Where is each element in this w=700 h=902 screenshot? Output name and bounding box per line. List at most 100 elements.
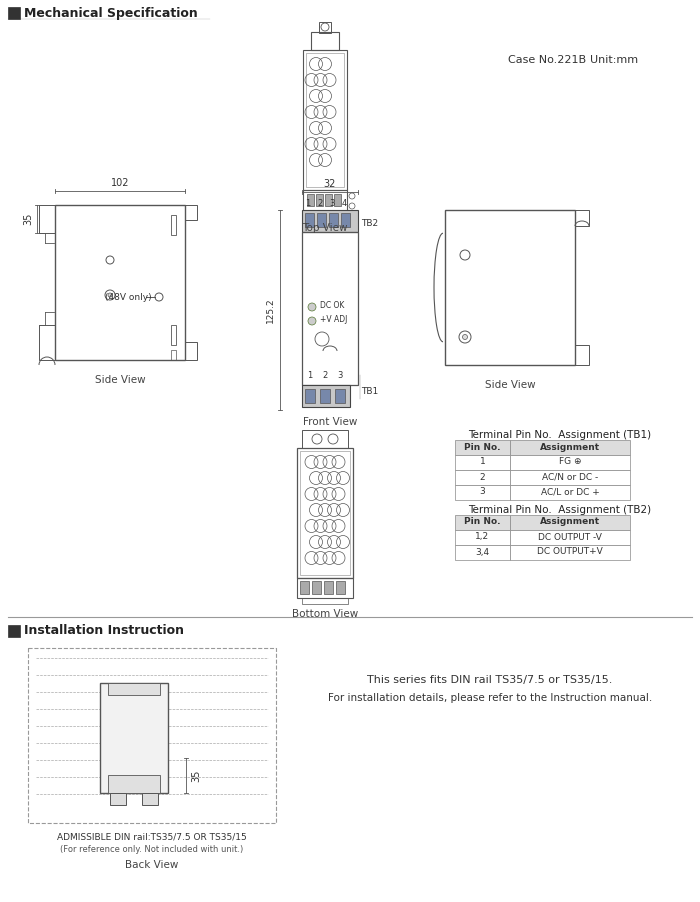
Bar: [455, 545, 510, 560]
Text: FG ⊕: FG ⊕: [559, 457, 581, 466]
Bar: [510, 530, 630, 545]
Bar: [319, 22, 331, 33]
Bar: [445, 210, 575, 365]
Bar: [510, 440, 630, 455]
Bar: [307, 194, 314, 206]
Bar: [336, 581, 345, 594]
Text: Terminal Pin No.  Assignment (TB2): Terminal Pin No. Assignment (TB2): [468, 505, 652, 515]
Text: Front View: Front View: [303, 417, 357, 427]
Bar: [55, 205, 185, 360]
Bar: [8, 625, 20, 637]
Bar: [335, 389, 345, 403]
Text: 3,4: 3,4: [475, 548, 489, 557]
Text: AC/L or DC +: AC/L or DC +: [540, 487, 599, 496]
Bar: [455, 470, 510, 485]
Bar: [28, 648, 276, 823]
Bar: [575, 210, 589, 226]
Text: For installation details, please refer to the Instruction manual.: For installation details, please refer t…: [328, 693, 652, 703]
Bar: [325, 194, 332, 206]
Text: +V ADJ: +V ADJ: [320, 316, 347, 325]
Text: 3: 3: [480, 487, 485, 496]
Bar: [334, 194, 341, 206]
Text: 2: 2: [480, 473, 485, 482]
Circle shape: [463, 335, 468, 339]
Bar: [302, 232, 358, 385]
Bar: [300, 451, 350, 575]
Text: 2: 2: [323, 372, 328, 381]
Bar: [510, 545, 630, 560]
Bar: [324, 581, 333, 594]
Text: Pin No.: Pin No.: [464, 443, 500, 452]
Text: Side View: Side View: [94, 375, 146, 385]
Bar: [302, 430, 348, 448]
Circle shape: [308, 317, 316, 325]
Bar: [317, 213, 326, 227]
Circle shape: [308, 303, 316, 311]
Text: 3: 3: [329, 198, 335, 207]
Bar: [110, 793, 126, 805]
Text: 1: 1: [307, 372, 313, 381]
Bar: [575, 345, 589, 365]
Bar: [312, 581, 321, 594]
Text: DC OUTPUT+V: DC OUTPUT+V: [537, 548, 603, 557]
Bar: [455, 485, 510, 500]
Bar: [311, 32, 339, 50]
Text: Bottom View: Bottom View: [292, 609, 358, 619]
Text: TB1: TB1: [361, 386, 378, 395]
Bar: [305, 213, 314, 227]
Text: Back View: Back View: [125, 860, 178, 870]
Text: AC/N or DC -: AC/N or DC -: [542, 473, 598, 482]
Bar: [303, 50, 347, 190]
Text: 102: 102: [111, 178, 130, 188]
Bar: [510, 470, 630, 485]
Bar: [311, 212, 339, 218]
Text: Assignment: Assignment: [540, 443, 600, 452]
Bar: [302, 210, 358, 232]
Text: Top View: Top View: [302, 223, 348, 233]
Bar: [297, 578, 353, 598]
Text: (For reference only. Not included with unit.): (For reference only. Not included with u…: [60, 844, 244, 853]
Text: This series fits DIN rail TS35/7.5 or TS35/15.: This series fits DIN rail TS35/7.5 or TS…: [368, 675, 612, 685]
Bar: [316, 194, 323, 206]
Bar: [8, 7, 20, 19]
Text: Side View: Side View: [484, 380, 536, 390]
Text: Unit:mm: Unit:mm: [590, 55, 638, 65]
Text: (48V only): (48V only): [105, 292, 151, 301]
Text: 2: 2: [317, 198, 323, 207]
Bar: [108, 775, 160, 793]
Bar: [305, 389, 315, 403]
Bar: [39, 325, 55, 360]
Bar: [306, 53, 344, 187]
Bar: [303, 190, 347, 212]
Bar: [171, 350, 176, 360]
Bar: [320, 389, 330, 403]
Text: 4: 4: [342, 198, 346, 207]
Bar: [185, 205, 197, 220]
Bar: [171, 215, 176, 235]
Text: 1,2: 1,2: [475, 532, 489, 541]
Bar: [455, 440, 510, 455]
Bar: [100, 683, 168, 793]
Bar: [455, 530, 510, 545]
Text: Mechanical Specification: Mechanical Specification: [24, 7, 197, 21]
Text: TB2: TB2: [361, 218, 378, 227]
Bar: [39, 205, 55, 233]
Bar: [455, 455, 510, 470]
Bar: [300, 581, 309, 594]
Text: DC OK: DC OK: [320, 301, 344, 310]
Bar: [142, 793, 158, 805]
Bar: [329, 213, 338, 227]
Bar: [108, 683, 160, 695]
Text: Case No.221B: Case No.221B: [508, 55, 586, 65]
Text: Installation Instruction: Installation Instruction: [24, 624, 184, 638]
Bar: [341, 213, 350, 227]
Text: 125.2: 125.2: [265, 297, 274, 323]
Text: DC OUTPUT -V: DC OUTPUT -V: [538, 532, 602, 541]
Bar: [302, 598, 348, 604]
Text: ADMISSIBLE DIN rail:TS35/7.5 OR TS35/15: ADMISSIBLE DIN rail:TS35/7.5 OR TS35/15: [57, 833, 247, 842]
Text: 32: 32: [324, 179, 336, 189]
Bar: [171, 325, 176, 345]
Text: 1: 1: [305, 198, 311, 207]
Bar: [510, 515, 630, 530]
Circle shape: [108, 293, 112, 297]
